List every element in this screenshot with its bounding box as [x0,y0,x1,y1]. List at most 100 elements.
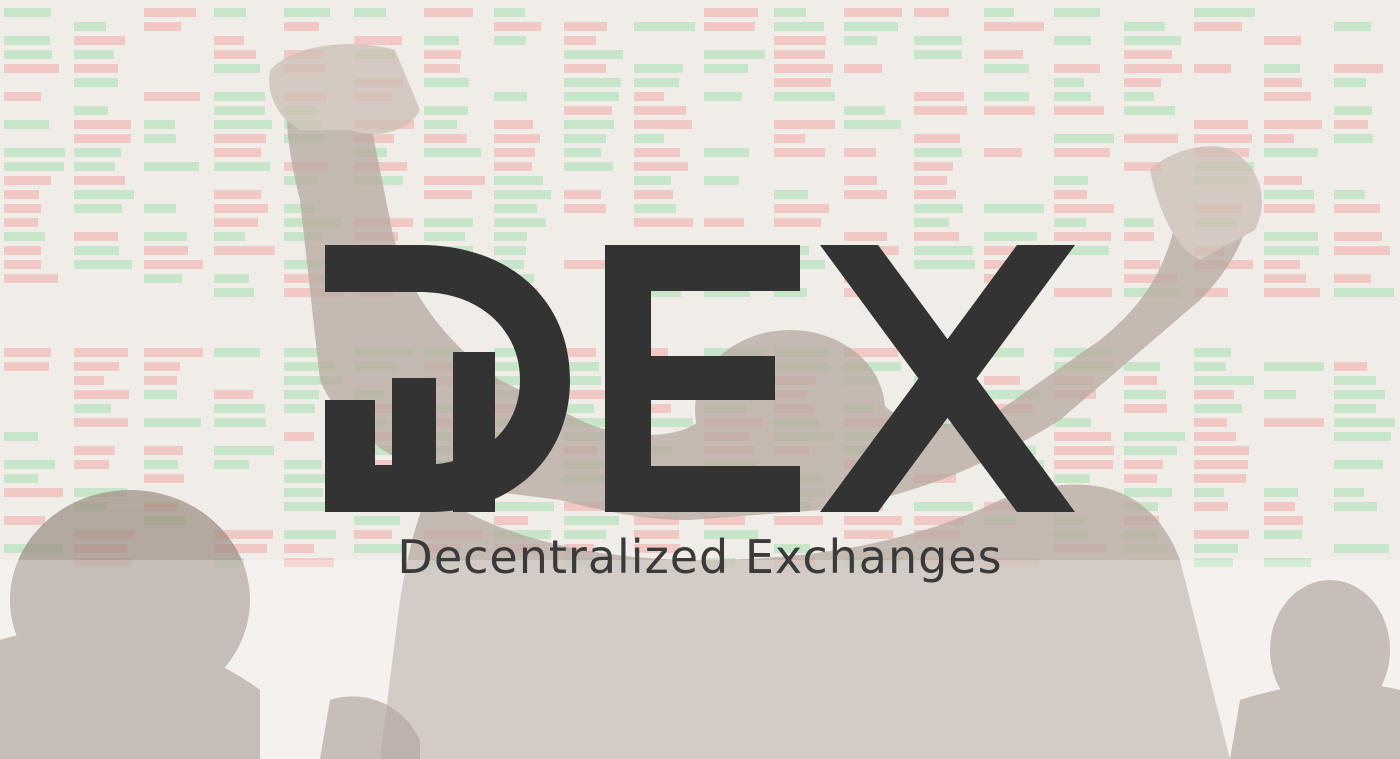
ticker-cell [74,106,108,115]
ticker-cell [1054,148,1110,157]
ticker-cell [984,148,1022,157]
ticker-cell [844,516,902,525]
ticker-cell [214,64,260,73]
ticker-cell [984,348,1024,357]
ticker-cell [774,8,806,17]
ticker-cell [74,418,128,427]
ticker-cell [1194,362,1226,371]
ticker-cell [1124,488,1172,497]
ticker-cell [1334,460,1383,469]
ticker-cell [74,348,128,357]
ticker-cell [144,460,178,469]
ticker-cell [214,530,273,539]
ticker-cell [1264,274,1306,283]
ticker-cell [4,516,45,525]
ticker-cell [1264,516,1303,525]
ticker-cell [1264,362,1324,371]
ticker-cell [1054,460,1113,469]
ticker-cell [144,362,180,371]
ticker-cell [914,260,975,269]
ticker-cell [4,8,51,17]
ticker-cell [564,120,614,129]
ticker-cell [1194,432,1236,441]
ticker-cell [564,390,616,399]
ticker-cell [1194,390,1234,399]
ticker-cell [564,64,606,73]
ticker-cell [634,176,671,185]
ticker-cell [1124,376,1157,385]
ticker-cell [74,232,118,241]
ticker-cell [774,36,826,45]
ticker-cell [984,232,1037,241]
ticker-cell [354,134,394,143]
ticker-cell [844,36,877,45]
ticker-cell [214,232,245,241]
ticker-cell [1264,246,1319,255]
ticker-cell [704,218,744,227]
ticker-cell [1264,190,1314,199]
ticker-cell [214,274,249,283]
ticker-cell [564,190,601,199]
logo-letter-e [605,245,800,512]
ticker-cell [284,488,323,497]
ticker-cell [4,92,41,101]
ticker-cell [1194,376,1254,385]
ticker-cell [914,232,959,241]
ticker-cell [4,260,41,269]
ticker-cell [1264,390,1296,399]
ticker-cell [214,404,265,413]
ticker-cell [144,92,200,101]
ticker-cell [144,204,176,213]
ticker-cell [564,348,596,357]
ticker-cell [4,348,51,357]
ticker-cell [1264,64,1300,73]
ticker-cell [1054,288,1112,297]
ticker-cell [1054,232,1111,241]
ticker-cell [424,120,457,129]
ticker-cell [1054,92,1091,101]
ticker-cell [914,36,962,45]
ticker-cell [424,148,481,157]
ticker-cell [564,418,612,427]
ticker-cell [1264,78,1302,87]
ticker-cell [844,232,887,241]
ticker-cell [1124,260,1160,269]
ticker-cell [564,376,601,385]
ticker-cell [774,22,824,31]
ticker-cell [914,8,949,17]
ticker-cell [1264,92,1311,101]
ticker-cell [494,148,535,157]
ticker-cell [1334,404,1376,413]
ticker-cell [74,64,118,73]
ticker-cell [284,544,314,553]
ticker-cell [284,232,322,241]
ticker-cell [1054,78,1084,87]
ticker-cell [1264,176,1302,185]
ticker-cell [914,502,973,511]
ticker-cell [214,446,274,455]
ticker-cell [1264,120,1322,129]
ticker-cell [1334,232,1382,241]
ticker-cell [74,488,127,497]
ticker-cell [634,92,664,101]
ticker-cell [1194,446,1249,455]
ticker-cell [1264,488,1298,497]
logo-letter-x [820,245,1075,512]
ticker-cell [494,176,543,185]
ticker-cell [1124,390,1166,399]
ticker-cell [354,162,407,171]
ticker-cell [1264,530,1302,539]
ticker-cell [564,362,599,371]
ticker-cell [914,106,967,115]
ticker-cell [424,218,473,227]
ticker-cell [144,22,181,31]
ticker-cell [1054,176,1088,185]
ticker-cell [634,106,686,115]
ticker-cell [144,474,184,483]
ticker-cell [984,376,1020,385]
ticker-cell [634,134,664,143]
ticker-cell [1054,204,1114,213]
ticker-cell [214,162,270,171]
ticker-cell [214,218,258,227]
